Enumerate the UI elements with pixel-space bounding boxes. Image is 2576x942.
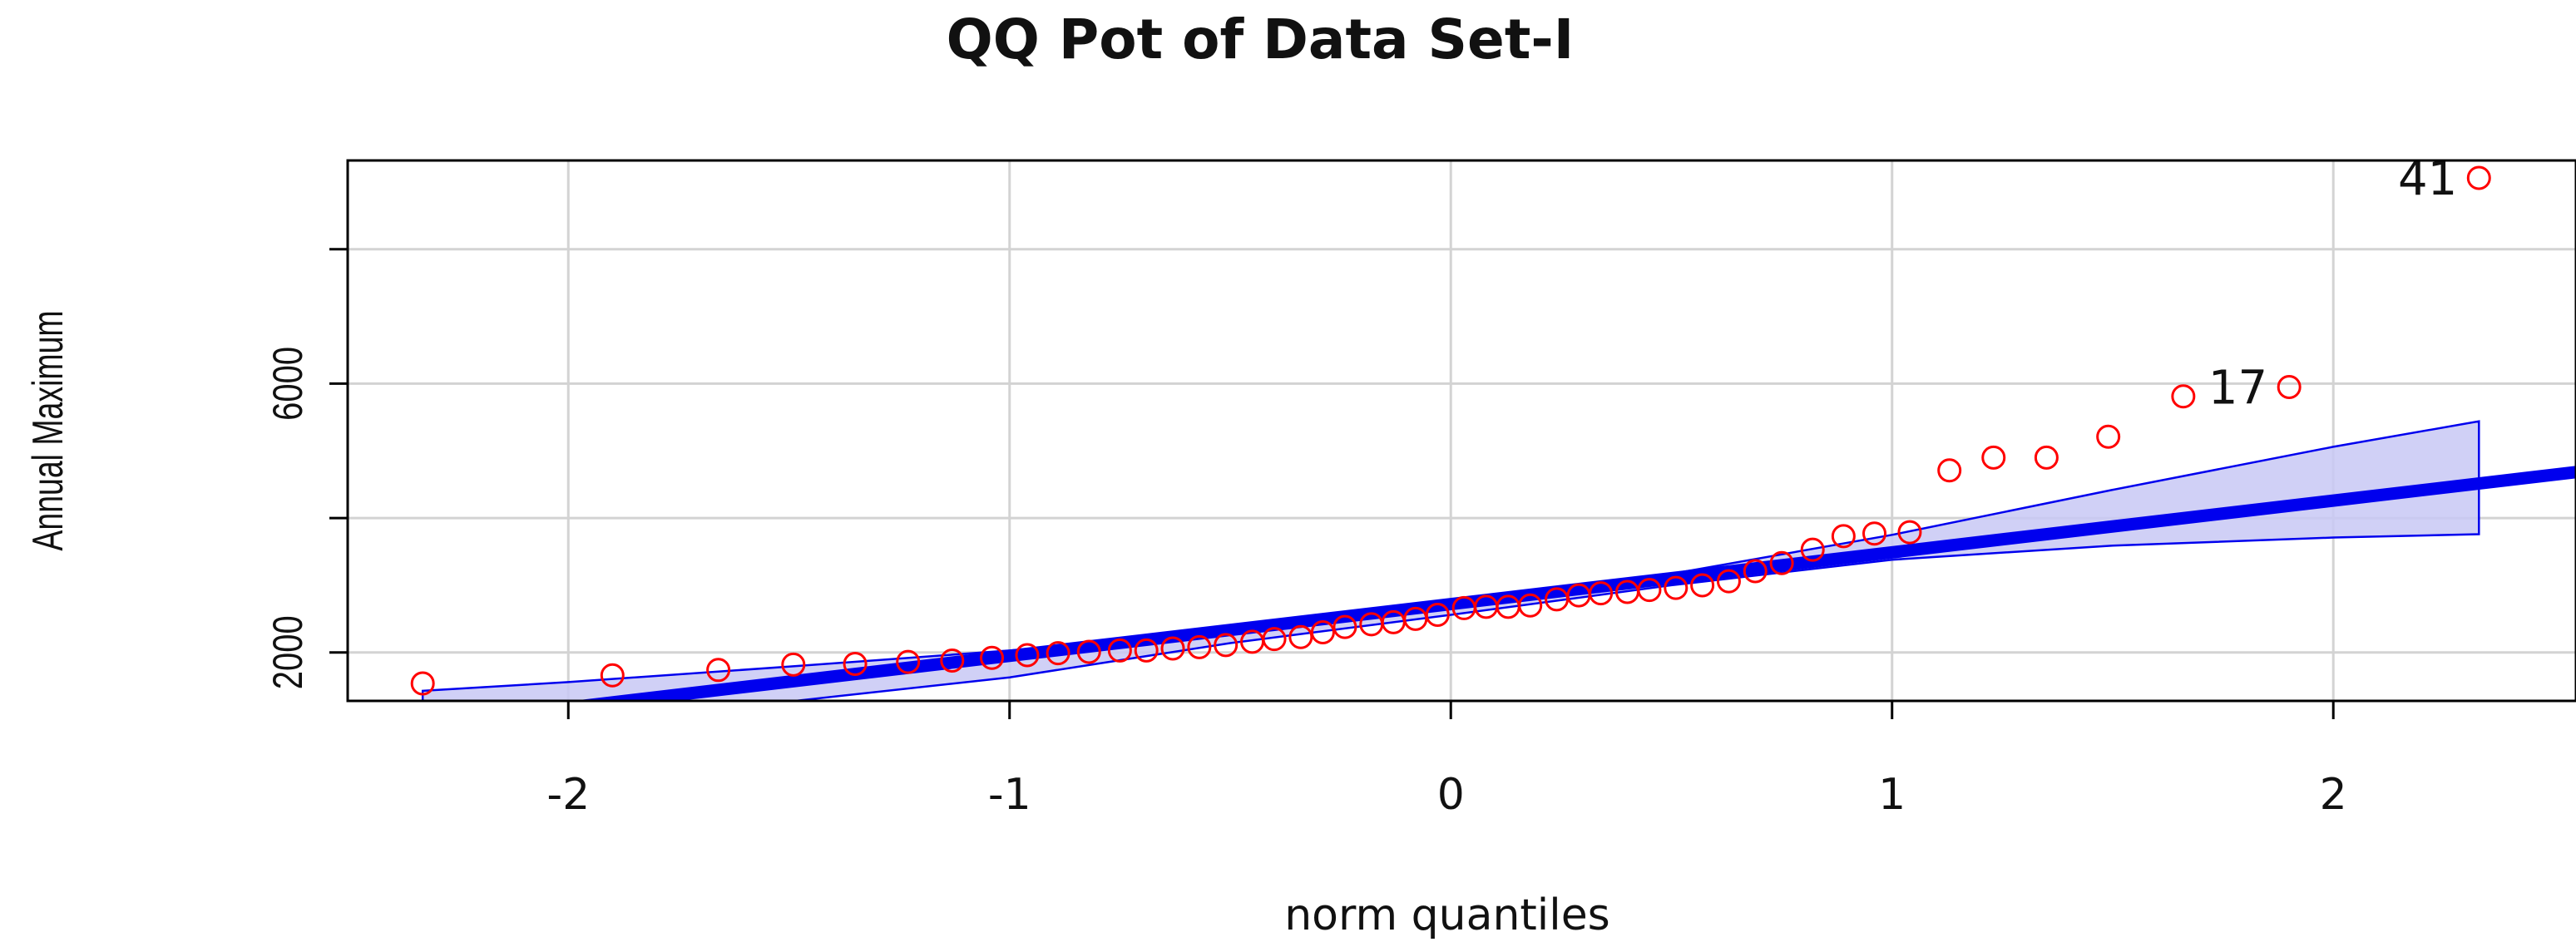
reference-line-path (571, 466, 2576, 701)
data-point (1076, 639, 1101, 664)
y-axis: 2000 6000 (265, 248, 348, 689)
y-tick-label: 2000 (265, 615, 311, 689)
x-tick-label: -2 (546, 770, 590, 820)
data-point (600, 663, 625, 688)
x-tick-label: 0 (1437, 770, 1465, 820)
data-point (1800, 537, 1825, 562)
data-point (410, 671, 435, 696)
data-point (1187, 634, 1212, 659)
x-axis-label: norm quantiles (1284, 890, 1610, 940)
data-point (2466, 165, 2491, 190)
data-points (410, 165, 2491, 696)
data-point (1332, 614, 1357, 639)
grid-lines (348, 160, 2576, 701)
data-point (2034, 445, 2059, 470)
data-point (1015, 643, 1040, 668)
data-point (1897, 520, 1922, 545)
data-point (1743, 559, 1768, 584)
data-point (1160, 636, 1185, 661)
x-tick-label: 2 (2320, 770, 2347, 820)
data-point (1716, 569, 1741, 594)
data-point (1134, 638, 1159, 663)
plot-frame (346, 159, 2576, 703)
data-point (1214, 633, 1239, 658)
x-axis: -2 -1 0 1 2 (546, 701, 2347, 820)
data-point (940, 648, 965, 673)
data-point (1937, 458, 1962, 483)
data-point (1690, 573, 1715, 598)
y-tick-label: 6000 (265, 347, 311, 421)
data-point (2096, 424, 2121, 449)
data-point (1262, 627, 1287, 652)
data-point (1769, 550, 1794, 575)
data-point (781, 652, 806, 677)
data-point (896, 649, 921, 674)
data-point (1589, 581, 1614, 606)
chart-title: QQ Pot of Data Set-I (947, 7, 1575, 72)
data-point (1046, 641, 1070, 666)
data-point (980, 645, 1005, 670)
data-point (2277, 374, 2302, 399)
data-point (1637, 578, 1662, 603)
data-point (1862, 521, 1887, 546)
data-point (706, 658, 731, 683)
data-point (1107, 638, 1132, 663)
data-point (1518, 593, 1543, 618)
data-point (1831, 524, 1856, 549)
reference-line (571, 466, 2576, 701)
x-tick-label: 1 (1878, 770, 1906, 820)
data-point (2171, 384, 2196, 409)
data-point (1981, 445, 2006, 470)
point-label: 17 (2208, 361, 2267, 415)
data-point (1425, 603, 1450, 628)
data-point (843, 652, 868, 677)
y-axis-label: Annual Maximum (23, 310, 72, 550)
data-point (1310, 620, 1335, 645)
data-point (1664, 575, 1688, 600)
data-point (1288, 624, 1313, 649)
x-tick-label: -1 (988, 770, 1031, 820)
